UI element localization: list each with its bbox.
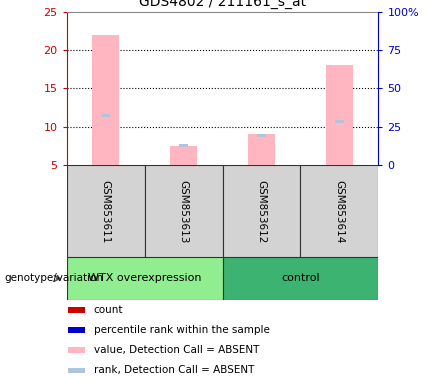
Text: rank, Detection Call = ABSENT: rank, Detection Call = ABSENT	[94, 366, 254, 376]
Bar	[68, 327, 85, 333]
Text: GSM853613: GSM853613	[178, 179, 189, 243]
Bar	[67, 165, 144, 257]
Bar	[335, 120, 344, 123]
Bar	[223, 257, 378, 300]
Title: GDS4802 / 211161_s_at: GDS4802 / 211161_s_at	[139, 0, 306, 9]
Text: WTX overexpression: WTX overexpression	[88, 273, 201, 283]
Bar	[170, 146, 197, 165]
Text: value, Detection Call = ABSENT: value, Detection Call = ABSENT	[94, 345, 259, 355]
Bar	[68, 367, 85, 373]
Bar	[101, 114, 110, 117]
Bar	[223, 165, 301, 257]
Text: control: control	[281, 273, 320, 283]
Bar	[257, 134, 266, 137]
Text: count: count	[94, 305, 123, 314]
Text: GSM853611: GSM853611	[101, 179, 111, 243]
Bar	[179, 144, 188, 147]
Bar	[301, 165, 378, 257]
Bar	[68, 347, 85, 353]
Text: GSM853614: GSM853614	[335, 179, 344, 243]
Bar	[67, 257, 223, 300]
Bar	[68, 307, 85, 313]
Text: GSM853612: GSM853612	[256, 179, 267, 243]
Bar	[144, 165, 223, 257]
Bar	[326, 65, 353, 165]
Text: genotype/variation: genotype/variation	[4, 273, 104, 283]
Text: percentile rank within the sample: percentile rank within the sample	[94, 325, 270, 335]
Bar	[92, 35, 119, 165]
Bar	[248, 134, 275, 165]
